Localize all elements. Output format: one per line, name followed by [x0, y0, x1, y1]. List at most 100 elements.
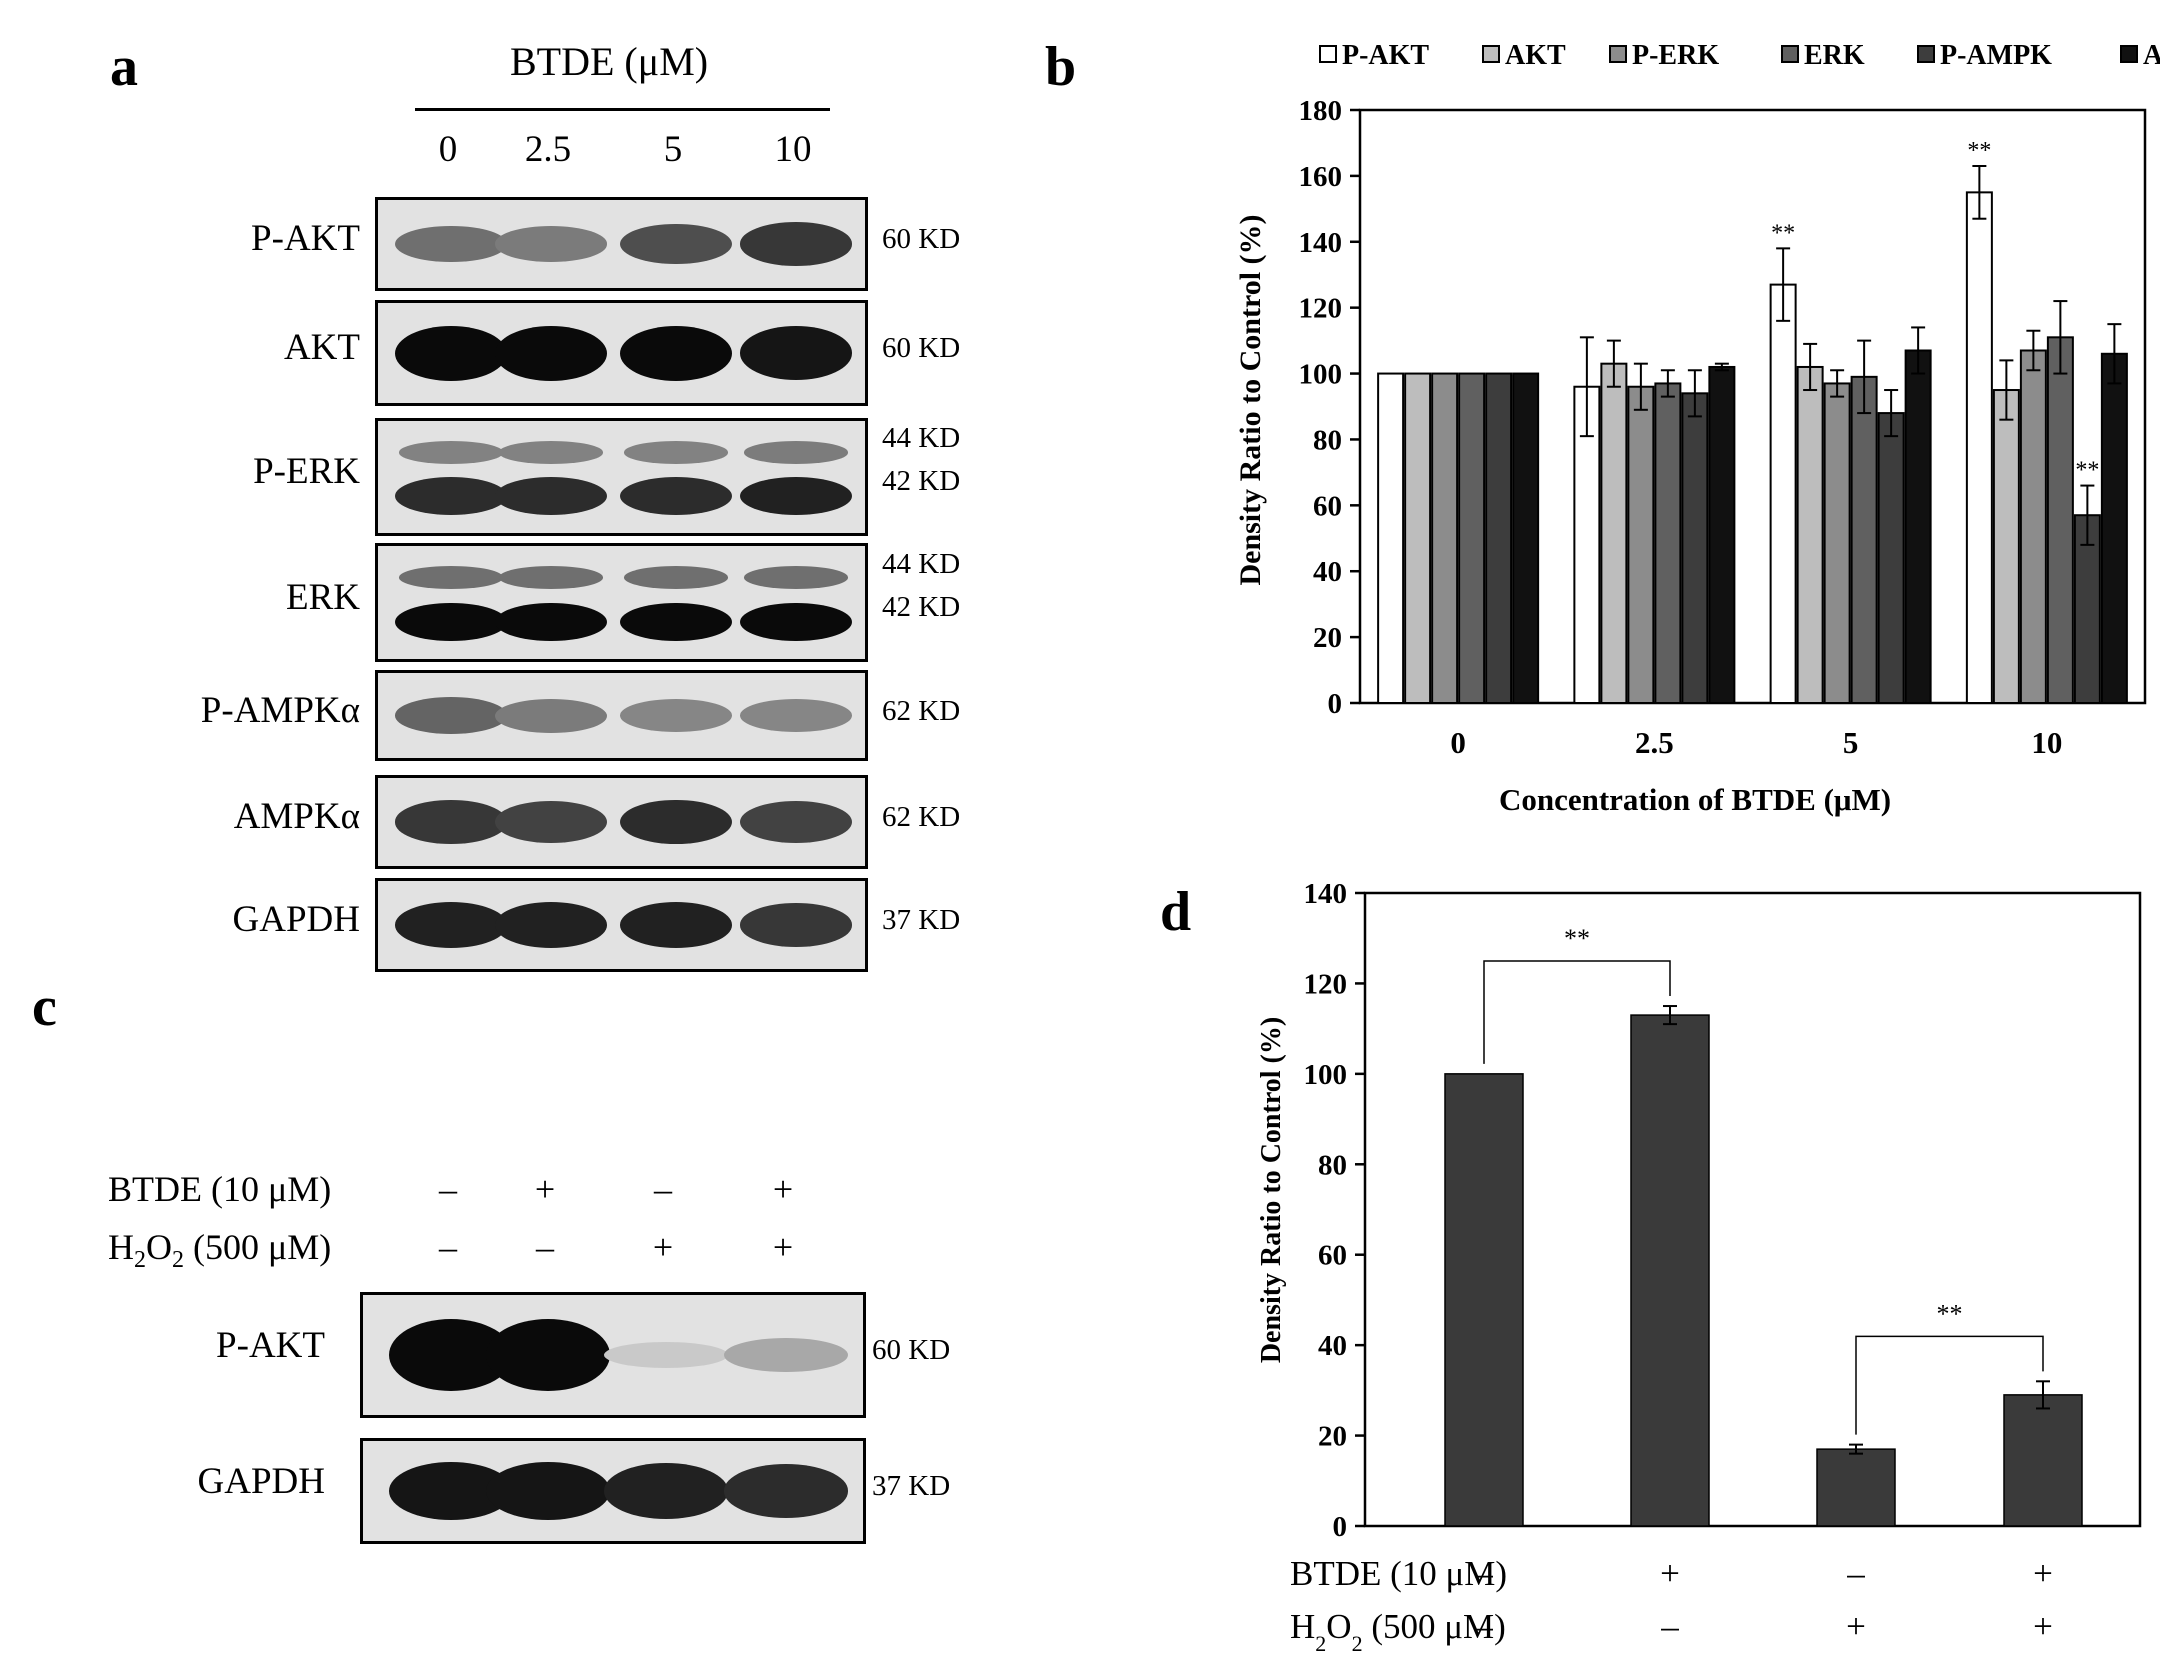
blot-label: AKT	[283, 327, 360, 368]
bar	[1654, 382, 1682, 704]
bar	[1816, 1448, 1896, 1527]
molecular-weight-label: 37 KD	[872, 1470, 951, 1502]
bar	[1681, 392, 1709, 704]
band	[740, 326, 852, 380]
band-lower	[495, 477, 607, 516]
band	[740, 903, 852, 947]
bracket-line	[1483, 960, 1671, 1064]
treatment-sign: –	[654, 1169, 672, 1209]
treatment-label-part: (500 μM)	[184, 1227, 332, 1267]
band-lower	[395, 477, 507, 516]
treatment-sign: –	[439, 1227, 457, 1267]
bars: ** ** **	[1377, 138, 2128, 705]
y-tick-label: 120	[1304, 968, 1348, 1000]
blot-membrane	[375, 670, 868, 761]
comparison-bracket: **	[1855, 1299, 2044, 1435]
bar	[2073, 514, 2101, 705]
band	[620, 799, 732, 845]
band	[395, 800, 507, 844]
bar	[1377, 372, 1405, 704]
y-axis-label: Density Ratio to Control (%)	[1256, 1017, 1287, 1363]
treatment-sign: +	[2033, 1554, 2053, 1593]
legend-swatch	[1781, 45, 1799, 63]
band	[620, 325, 732, 381]
bar	[1769, 283, 1797, 704]
bar	[1458, 372, 1486, 704]
blot-membrane	[375, 543, 868, 662]
blot-label: AMPKα	[233, 796, 360, 837]
y-tick-label: 20	[1313, 622, 1342, 654]
treatment-label-part: 2	[134, 1247, 146, 1274]
blot-label: GAPDH	[197, 1461, 325, 1502]
bar	[1877, 412, 1905, 704]
treatment-sign: –	[1660, 1607, 1679, 1646]
blot-label: P-AKT	[216, 1325, 325, 1366]
band	[620, 223, 732, 265]
treatment-label-part: H	[1290, 1607, 1315, 1646]
blot-membrane	[360, 1438, 866, 1544]
treatment-label-part: O	[1326, 1607, 1351, 1646]
bar	[1823, 382, 1851, 704]
blot-membrane	[375, 300, 868, 406]
treatment-label-part: 2	[172, 1247, 184, 1274]
molecular-weight-label: 44 KD	[882, 422, 961, 455]
bar	[1708, 365, 1736, 704]
bar	[1404, 372, 1432, 704]
band-upper	[499, 566, 603, 589]
blot-label: ERK	[286, 576, 360, 618]
y-tick-label: 60	[1318, 1240, 1347, 1272]
y-tick-label: 60	[1313, 490, 1342, 522]
band-upper	[624, 441, 728, 464]
x-tick-label: 0	[1450, 725, 1466, 760]
axes: 0 20 40 60 80 100 120 140	[1304, 878, 2142, 1543]
band	[740, 801, 852, 843]
molecular-weight-label: 42 KD	[882, 464, 961, 497]
band	[495, 902, 607, 948]
legend-label: AKT	[1505, 40, 1566, 71]
bar	[1573, 385, 1601, 704]
bracket-line	[1855, 1335, 2044, 1435]
treatment-sign: –	[1846, 1554, 1865, 1593]
band	[395, 697, 507, 734]
legend-swatch	[2120, 45, 2138, 63]
bar	[1444, 1073, 1524, 1527]
bar	[1485, 372, 1513, 704]
lane-label: 0	[438, 129, 458, 170]
axes: 0 20 40 60 80 100 120 140 160 180 0 2.5 5 10	[1299, 95, 2147, 760]
band	[395, 225, 507, 263]
band-upper	[744, 566, 848, 589]
plot-frame	[1358, 108, 2147, 705]
molecular-weight-label: 42 KD	[882, 590, 961, 623]
y-tick-label: 180	[1299, 95, 1343, 127]
band	[495, 801, 607, 843]
y-tick-label: 140	[1299, 227, 1343, 259]
legend-label: ERK	[1804, 40, 1865, 71]
y-tick-label: 40	[1318, 1330, 1347, 1362]
x-tick-label: 5	[1843, 725, 1859, 760]
bar	[1431, 372, 1459, 704]
bars: ** **	[1444, 924, 2083, 1527]
bar	[1965, 191, 1993, 704]
legend-label: P-AKT	[1342, 40, 1429, 71]
lane-label: 10	[774, 129, 812, 170]
molecular-weight-label: 62 KD	[882, 694, 961, 727]
panel-letter-d: d	[1160, 881, 1192, 943]
plot-frame	[1363, 891, 2142, 1528]
molecular-weight-label: 60 KD	[882, 223, 961, 255]
y-tick-label: 80	[1313, 424, 1342, 456]
band	[395, 902, 507, 948]
x-axis-label: Concentration of BTDE (μM)	[1499, 782, 1891, 817]
band-upper	[399, 441, 503, 464]
band-lower	[740, 602, 852, 641]
treatment-sign: +	[1846, 1607, 1866, 1646]
treatment-label: BTDE (10 μM)	[1290, 1554, 1507, 1593]
blot-label: P-AMPKα	[200, 689, 360, 731]
comparison-bracket: **	[1483, 924, 1671, 1064]
legend-swatch	[1482, 45, 1500, 63]
y-tick-label: 80	[1318, 1149, 1347, 1181]
treatment-sign: +	[2033, 1607, 2053, 1646]
bar	[1796, 365, 1824, 704]
y-tick-label: 140	[1304, 878, 1348, 910]
y-tick-label: 0	[1333, 1511, 1348, 1543]
